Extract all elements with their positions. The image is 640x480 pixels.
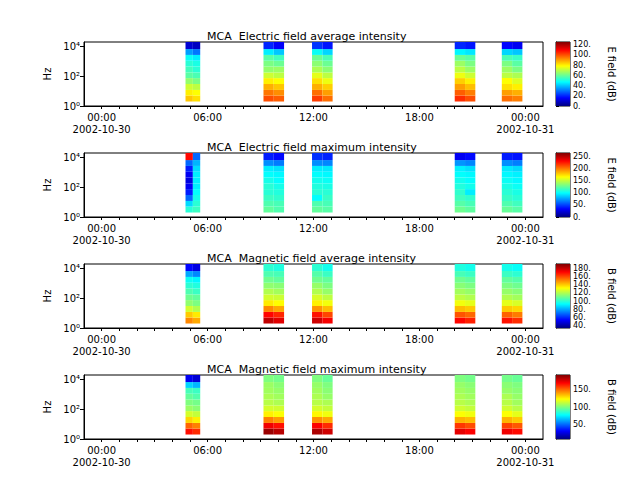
svg-text:140.: 140. [573,280,591,289]
svg-text:2002-10-30: 2002-10-30 [73,124,131,135]
svg-text:10²: 10² [63,71,80,82]
svg-text:150.: 150. [573,176,591,185]
svg-text:2002-10-31: 2002-10-31 [496,346,554,357]
svg-text:00:00: 00:00 [511,223,540,234]
svg-text:00:00: 00:00 [87,223,116,234]
svg-text:10⁴: 10⁴ [63,263,80,274]
svg-text:06:00: 06:00 [193,112,222,123]
svg-text:B field (dB): B field (dB) [606,268,617,324]
svg-text:40.: 40. [573,321,586,330]
svg-text:100.: 100. [573,50,591,59]
svg-text:2002-10-30: 2002-10-30 [73,346,131,357]
svg-text:Hz: Hz [42,401,53,414]
svg-text:2002-10-30: 2002-10-30 [73,457,131,468]
svg-text:18:00: 18:00 [405,223,434,234]
svg-text:06:00: 06:00 [193,334,222,345]
svg-text:10⁰: 10⁰ [63,434,80,445]
svg-text:120.: 120. [573,40,591,49]
svg-text:2002-10-31: 2002-10-31 [496,457,554,468]
svg-text:60.: 60. [573,71,586,80]
svg-text:Hz: Hz [42,179,53,192]
svg-text:200.: 200. [573,164,591,173]
svg-text:0.: 0. [573,102,581,111]
svg-text:18:00: 18:00 [405,112,434,123]
svg-text:60.: 60. [573,313,586,322]
svg-text:10²: 10² [63,404,80,415]
svg-text:B field (dB): B field (dB) [606,379,617,435]
svg-text:10²: 10² [63,182,80,193]
svg-text:MCA Electric field average in: MCA Electric field average intensity [207,30,407,43]
svg-text:100.: 100. [573,188,591,197]
svg-text:MCA Electric field maximum in: MCA Electric field maximum intensity [207,141,417,154]
svg-text:Hz: Hz [42,290,53,303]
svg-text:10²: 10² [63,293,80,304]
svg-text:10⁴: 10⁴ [63,374,80,385]
svg-text:06:00: 06:00 [193,223,222,234]
svg-text:12:00: 12:00 [299,445,328,456]
svg-text:00:00: 00:00 [87,445,116,456]
svg-text:12:00: 12:00 [299,112,328,123]
svg-text:00:00: 00:00 [87,112,116,123]
svg-text:MCA Magnetic field maximum in: MCA Magnetic field maximum intensity [207,363,427,376]
svg-text:0.: 0. [573,213,581,222]
svg-text:40.: 40. [573,81,586,90]
svg-text:10⁴: 10⁴ [63,152,80,163]
svg-text:2002-10-31: 2002-10-31 [496,124,554,135]
svg-text:12:00: 12:00 [299,223,328,234]
svg-text:00:00: 00:00 [87,334,116,345]
svg-text:10⁰: 10⁰ [63,323,80,334]
svg-text:E field (dB): E field (dB) [606,46,617,101]
svg-text:06:00: 06:00 [193,445,222,456]
svg-text:10⁴: 10⁴ [63,41,80,52]
svg-text:80.: 80. [573,61,586,70]
svg-text:E field (dB): E field (dB) [606,157,617,212]
svg-text:00:00: 00:00 [511,112,540,123]
svg-text:160.: 160. [573,272,591,281]
svg-text:100.: 100. [573,403,591,412]
svg-text:80.: 80. [573,305,586,314]
svg-text:10⁰: 10⁰ [63,212,80,223]
svg-text:12:00: 12:00 [299,334,328,345]
svg-text:00:00: 00:00 [511,445,540,456]
svg-text:250.: 250. [573,152,591,161]
svg-text:MCA Magnetic field average in: MCA Magnetic field average intensity [207,252,416,265]
svg-text:120.: 120. [573,288,591,297]
svg-text:2002-10-31: 2002-10-31 [496,235,554,246]
svg-text:150.: 150. [573,385,591,394]
svg-text:18:00: 18:00 [405,334,434,345]
svg-text:Hz: Hz [42,68,53,81]
svg-text:180.: 180. [573,264,591,273]
svg-text:18:00: 18:00 [405,445,434,456]
svg-text:50.: 50. [573,200,586,209]
svg-text:2002-10-30: 2002-10-30 [73,235,131,246]
svg-text:20.: 20. [573,91,586,100]
svg-text:00:00: 00:00 [511,334,540,345]
svg-text:100.: 100. [573,297,591,306]
svg-text:10⁰: 10⁰ [63,101,80,112]
svg-text:50.: 50. [573,420,586,429]
